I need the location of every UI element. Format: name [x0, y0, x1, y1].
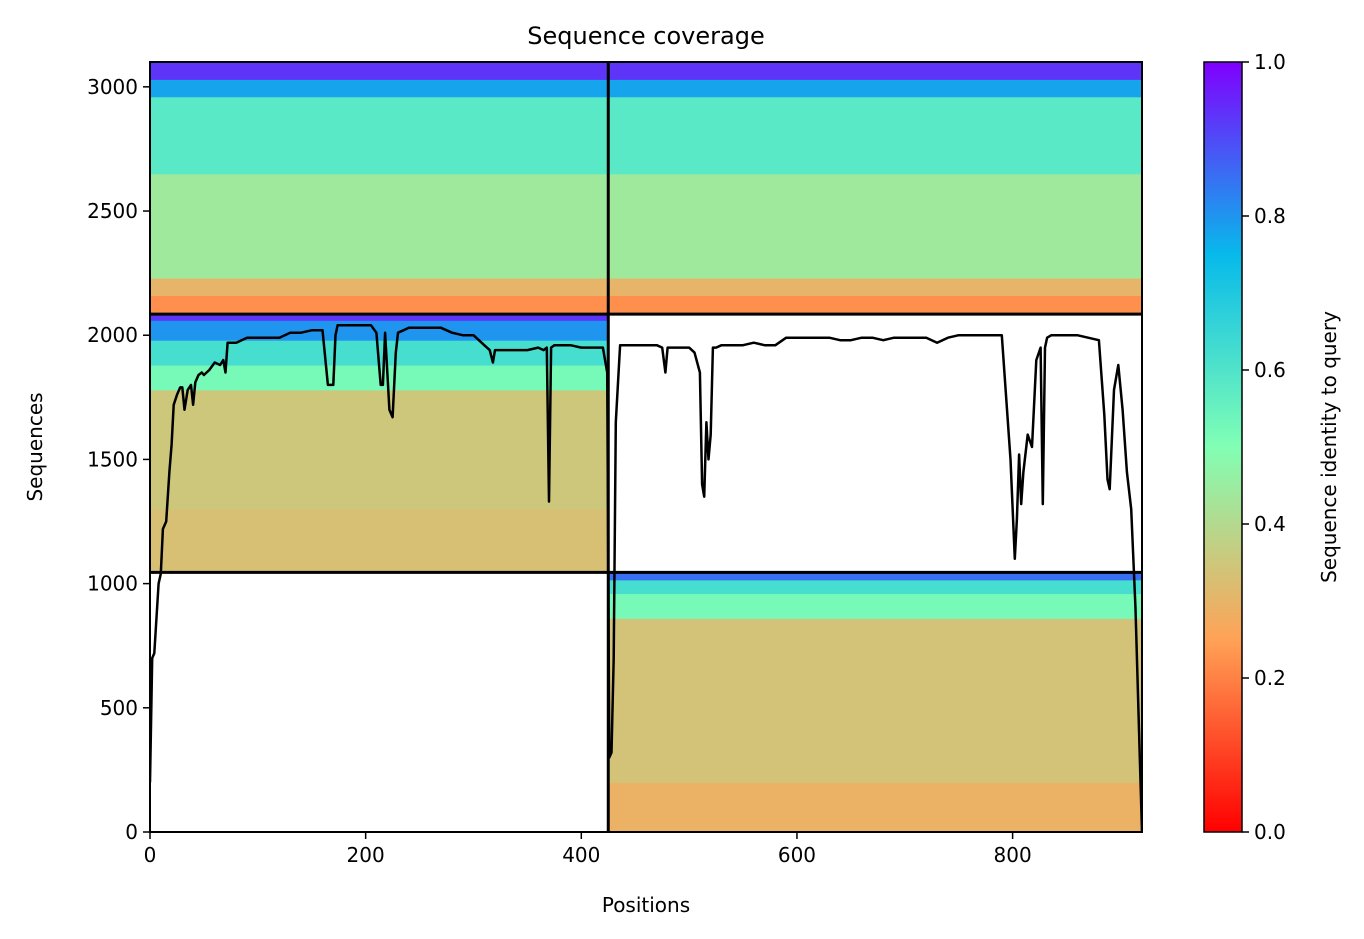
coverage-block [608, 572, 1142, 832]
x-tick-label: 200 [347, 843, 385, 867]
identity-band [150, 295, 609, 315]
coverage-block [608, 62, 1142, 315]
identity-band [608, 572, 1142, 581]
colorbar-tick-label: 0.6 [1254, 358, 1286, 382]
x-tick-label: 600 [778, 843, 816, 867]
y-tick-label: 1000 [87, 572, 138, 596]
colorbar: 0.0 0.2 0.4 0.6 0.8 1.0 Sequence identity to … [1203, 50, 1341, 844]
y-tick-label: 500 [100, 696, 138, 720]
chart-title: Sequence coverage [527, 22, 764, 50]
colorbar-tick-label: 0.4 [1254, 512, 1286, 536]
x-tick-label: 800 [994, 843, 1032, 867]
x-tick-label: 400 [562, 843, 600, 867]
identity-band [608, 62, 1142, 80]
identity-band [608, 173, 1142, 279]
identity-band [150, 389, 609, 510]
y-tick-label: 2000 [87, 323, 138, 347]
identity-band [608, 618, 1142, 783]
colorbar-tick-label: 0.8 [1254, 204, 1286, 228]
colorbar-label: Sequence identity to query [1317, 311, 1341, 583]
identity-band [608, 96, 1142, 175]
plot-area [149, 61, 1143, 833]
x-tick-label: 0 [144, 843, 157, 867]
y-axis-label: Sequences [23, 392, 47, 501]
coverage-line [150, 324, 1142, 832]
identity-band [608, 79, 1142, 98]
y-tick-label: 0 [125, 820, 138, 844]
identity-band [150, 509, 609, 573]
colorbar-tick-label: 0.0 [1254, 820, 1286, 844]
identity-band [150, 314, 609, 321]
y-tick-label: 3000 [87, 75, 138, 99]
identity-band [150, 62, 609, 80]
x-axis: 0 200 400 600 800 [144, 832, 1032, 867]
x-axis-label: Positions [602, 893, 690, 917]
plot-frame [149, 61, 1143, 833]
identity-band [150, 278, 609, 296]
y-tick-label: 1500 [87, 447, 138, 471]
y-tick-label: 2500 [87, 199, 138, 223]
colorbar-tick-label: 0.2 [1254, 666, 1286, 690]
colorbar-tick-label: 1.0 [1254, 50, 1286, 74]
identity-band [608, 782, 1142, 832]
identity-band [608, 278, 1142, 296]
identity-band [150, 79, 609, 98]
coverage-block [150, 62, 609, 315]
colorbar-ticks: 0.0 0.2 0.4 0.6 0.8 1.0 [1242, 50, 1286, 844]
y-axis: 0 500 1000 1500 2000 2500 3000 [87, 75, 150, 844]
identity-band [608, 579, 1142, 595]
identity-band [150, 96, 609, 175]
identity-band [150, 320, 609, 341]
identity-band [150, 173, 609, 279]
identity-band [608, 593, 1142, 619]
identity-band [608, 295, 1142, 315]
colorbar-gradient [1203, 61, 1243, 833]
